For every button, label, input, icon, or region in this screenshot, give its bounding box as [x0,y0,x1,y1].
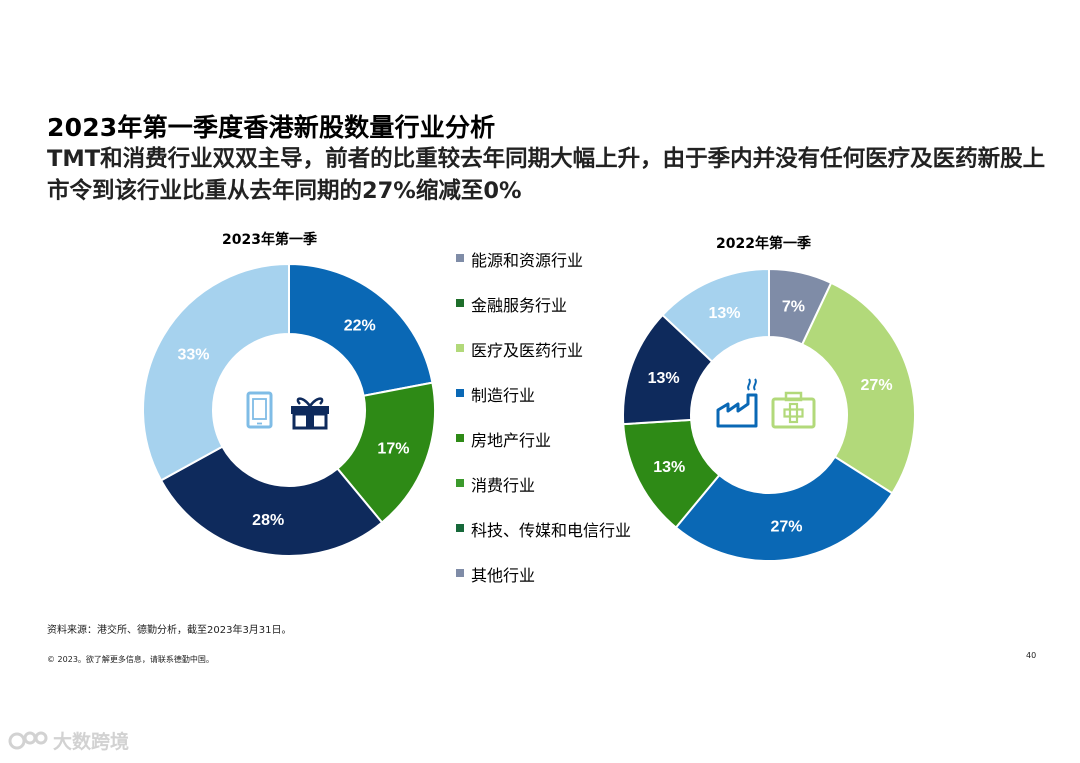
page-title: 2023年第一季度香港新股数量行业分析 [47,113,496,142]
medical-kit-icon [771,391,816,429]
legend-swatch [456,569,464,577]
legend-item: 房地产行业 [456,427,631,472]
slice-value-label: 13% [648,370,680,387]
factory-icon [716,378,758,428]
pie-slice [142,262,290,482]
slice-value-label: 27% [861,377,893,394]
slice-value-label: 33% [177,346,209,363]
legend-item: 科技、传媒和电信行业 [456,517,631,562]
legend-item: 金融服务行业 [456,292,631,337]
legend-label: 房地产行业 [471,431,552,450]
slice-value-label: 13% [709,305,741,322]
chart-title-2023: 2023年第一季 [222,232,317,248]
chart-title-2022: 2022年第一季 [716,236,811,252]
legend-label: 其他行业 [471,566,536,585]
legend-swatch [456,479,464,487]
slice-value-label: 28% [252,512,284,529]
watermark-text: 大数跨境 [53,731,130,753]
pie-slice [661,267,770,364]
chart-legend: 能源和资源行业 金融服务行业 医疗及医药行业 制造行业 房地产行业 消费行业 科… [456,247,631,607]
legend-item: 能源和资源行业 [456,247,631,292]
pie-slice [674,455,894,562]
legend-item: 医疗及医药行业 [456,337,631,382]
gift-icon [291,397,329,430]
pie-slice [800,281,916,495]
page-subtitle: TMT和消费行业双双主导，前者的比重较去年同期大幅上升，由于季内并没有任何医疗及… [47,146,1046,204]
legend-label: 能源和资源行业 [471,251,584,270]
legend-swatch [456,434,464,442]
slice-value-label: 13% [653,459,685,476]
slice-value-label: 22% [344,317,376,334]
legend-item: 制造行业 [456,382,631,427]
source-note: 资料来源：港交所、德勤分析，截至2023年3月31日。 [47,625,292,636]
page-number: 40 [1026,651,1037,660]
legend-label: 消费行业 [471,476,536,495]
slice-value-label: 17% [377,441,409,458]
legend-swatch [456,389,464,397]
legend-swatch [456,254,464,262]
legend-label: 金融服务行业 [471,296,568,315]
copyright-note: © 2023。欲了解更多信息，请联系德勤中国。 [47,655,214,664]
legend-label: 科技、传媒和电信行业 [471,521,632,540]
legend-label: 医疗及医药行业 [471,341,584,360]
legend-swatch [456,299,464,307]
watermark: 大数跨境 [8,727,129,754]
watermark-logo-icon [8,731,48,749]
legend-item: 其他行业 [456,562,631,607]
pie-slice [159,445,384,557]
slice-value-label: 27% [771,519,803,536]
legend-item: 消费行业 [456,472,631,517]
legend-label: 制造行业 [471,386,536,405]
tablet-icon [246,391,273,429]
legend-swatch [456,344,464,352]
legend-swatch [456,524,464,532]
slice-value-label: 7% [782,299,805,316]
pie-slice [288,262,434,397]
